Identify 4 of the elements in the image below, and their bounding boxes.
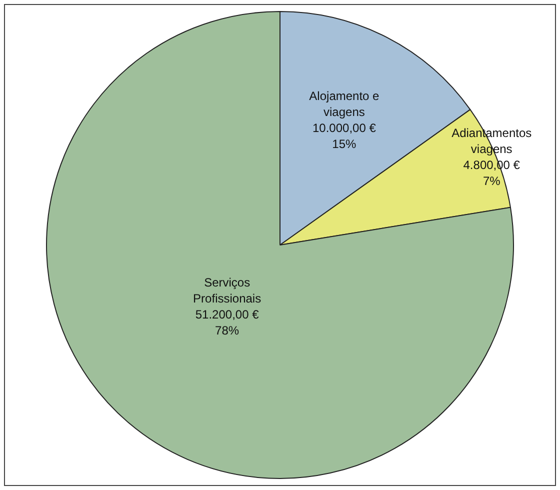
slice-label: Serviços Profissionais: [193, 276, 262, 306]
slice-label: Alojamento e viagens: [309, 88, 380, 119]
data-label: 10.000,00 € 15%: [312, 120, 376, 151]
data-label: 51.200,00 € 78%: [195, 308, 260, 338]
